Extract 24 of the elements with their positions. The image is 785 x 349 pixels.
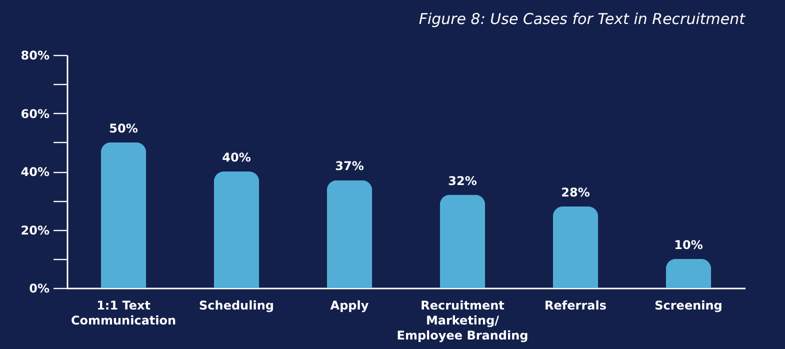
data-label: 40%	[222, 150, 251, 164]
data-label: 28%	[561, 185, 590, 200]
y-tick-label: 40%	[20, 165, 50, 179]
x-tick-label: Referrals	[544, 298, 606, 312]
bar	[440, 194, 486, 288]
data-label: 50%	[109, 121, 138, 136]
bar	[552, 206, 598, 288]
x-tick-label: Recruitment Marketing/ Employee Branding	[396, 298, 528, 342]
bar	[100, 142, 146, 288]
y-tick-label: 20%	[20, 223, 50, 238]
data-label: 32%	[448, 174, 477, 188]
bar	[214, 172, 260, 288]
data-label: 10%	[674, 238, 703, 252]
x-tick-label: Screening	[654, 298, 722, 312]
y-tick-label: 60%	[20, 106, 50, 121]
x-tick-label: Scheduling	[199, 298, 274, 312]
y-tick-label: 80%	[20, 48, 50, 62]
bar	[326, 180, 372, 288]
y-tick-label: 0%	[29, 282, 50, 296]
data-label: 37%	[335, 159, 364, 174]
x-tick-label: 1:1 Text Communication	[70, 298, 176, 328]
bar	[666, 258, 712, 288]
x-tick-label: Apply	[330, 298, 369, 312]
chart-title: Figure 8: Use Cases for Text in Recruitment	[418, 10, 746, 28]
